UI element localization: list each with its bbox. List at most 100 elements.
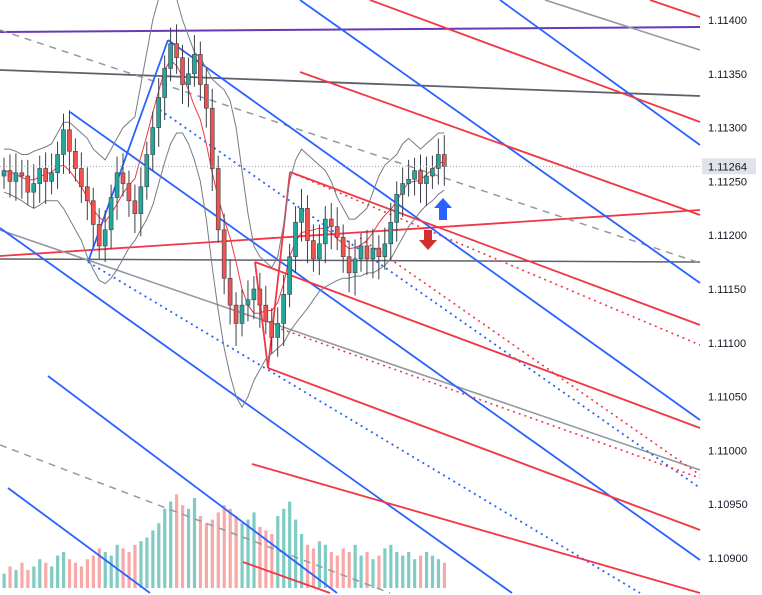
candle [144,141,150,200]
volume-bar [163,508,167,588]
red-channel-line [289,171,701,326]
red-channel-line [649,0,701,18]
red-channel-line [369,0,701,123]
volume-bar [317,541,322,588]
candle [221,213,227,295]
red-channel-line [254,261,269,369]
red-dotted-line [289,171,701,346]
volume-bar [246,519,250,588]
volume-bar [270,534,274,588]
volume-bar [413,559,417,588]
candle [37,155,43,203]
horizontal-line-purple [0,26,701,33]
candle [275,307,281,357]
volume-bar [401,555,405,588]
candle [346,240,352,293]
volume-bar [419,555,423,588]
candle [340,224,346,273]
trend-drawings [0,0,701,594]
volume-bar [85,559,89,588]
blue-channel-line [499,0,701,146]
candle [376,235,382,280]
volume-bar [341,548,345,588]
volume-bar [335,555,339,588]
candle [370,228,376,279]
volume-bar [109,555,113,588]
signal-markers [419,198,452,250]
volume-bar [252,512,256,588]
candle [257,272,263,328]
candle [192,35,197,87]
volume-bar [305,544,310,588]
candle [174,24,179,74]
red-channel-line [242,561,331,594]
candle [281,275,286,347]
blue-channel-line [7,487,151,594]
candle [25,159,31,206]
candle [168,27,173,82]
volume-bar [97,548,101,588]
volume-bar [240,523,244,588]
red-channel-line [299,71,701,216]
candle [233,292,239,347]
volume-bar [383,548,387,588]
volume-bar [26,570,30,588]
candle [322,206,328,264]
volume-bar [38,559,42,588]
bollinger-lower-band [3,132,445,409]
volume-bar [67,559,72,588]
candle [73,138,78,182]
y-tick-label: 1.11100 [708,338,746,350]
volume-bar [133,544,137,588]
price-axis: 1.11400 1.11350 1.11300 1.11250 1.11200 1.111… [0,15,756,565]
horizontal-line-dark [0,69,701,97]
volume-bar [365,552,369,588]
volume-bar [204,523,208,588]
y-tick-label: 1.11000 [708,445,747,457]
volume-bar [430,555,435,588]
volume-bar [311,548,316,588]
candle [85,167,90,221]
y-tick-label: 1.11300 [708,123,747,135]
volume-bar [186,508,191,588]
volume-bar [44,562,48,588]
candle [162,55,167,121]
volume-bar [103,552,107,588]
candle [305,195,310,264]
volume-bar [288,501,292,588]
candle [251,276,257,320]
candle [79,152,84,203]
volume-bar [56,555,60,588]
volume-bar [157,523,161,588]
volume-bar [121,548,125,588]
volume-bar [258,526,262,588]
red-dotted-line [269,324,701,479]
volume-bar [323,544,327,588]
volume-bar [192,498,197,588]
candle [352,239,358,296]
volume-bar [127,552,131,588]
gray-dashed-line [0,444,391,594]
candle [67,110,72,174]
volume-bar [300,534,304,588]
volume-bar [436,559,441,588]
candle [180,44,185,104]
volume-bar [8,566,12,588]
volume-bar [175,494,179,588]
candle [293,206,298,273]
red-trend-line [0,209,701,257]
volume-bar [32,566,36,588]
candle [364,229,370,276]
candle [198,41,203,101]
candle [55,141,60,189]
y-tick-label: 1.11200 [708,230,747,242]
candle [61,113,66,174]
volume-bar [264,530,268,588]
volume-bar [389,544,393,588]
candle [1,157,7,189]
candle [19,159,25,199]
candles [1,24,447,357]
candle [382,227,388,270]
volume-bar [169,501,173,588]
